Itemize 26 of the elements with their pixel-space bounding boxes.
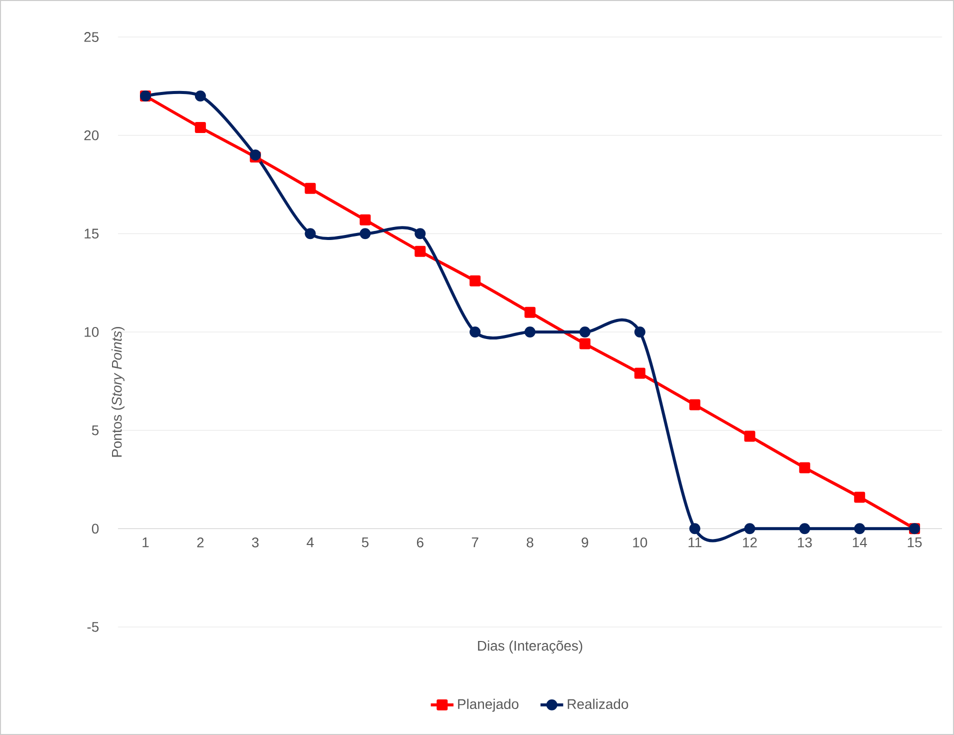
x-tick-label: 4: [306, 538, 314, 548]
x-tick-label: 3: [252, 538, 259, 548]
x-tick-label: 10: [633, 538, 648, 548]
y-tick-label: 20: [84, 130, 99, 140]
y-tick-label: 15: [84, 228, 99, 239]
y-axis-title: Pontos (Story Points): [112, 326, 124, 457]
x-tick-label: 14: [852, 538, 867, 548]
y-tick-label: 0: [92, 524, 99, 534]
x-tick-label: 1: [142, 538, 149, 548]
x-tick-label: 12: [743, 538, 757, 548]
y-tick-label: 5: [92, 425, 99, 436]
x-axis-title: Dias (Interações): [478, 640, 582, 654]
x-tick-label: 5: [362, 538, 368, 548]
x-tick-label: 6: [416, 538, 424, 548]
y-tick-label: 25: [84, 32, 99, 42]
x-tick-label: 13: [798, 538, 812, 548]
x-tick-label: 8: [526, 538, 534, 548]
y-tick-label: 10: [84, 327, 99, 337]
x-tick-label: 9: [582, 538, 588, 548]
x-tick-label: 2: [197, 538, 204, 548]
legend-label: Realizado: [568, 698, 628, 710]
y-tick-label: -5: [87, 622, 99, 632]
x-tick-label: 11: [688, 538, 702, 548]
legend-label: Planejado: [458, 698, 518, 712]
x-tick-label: 15: [908, 538, 922, 548]
x-tick-label: 7: [472, 538, 478, 548]
